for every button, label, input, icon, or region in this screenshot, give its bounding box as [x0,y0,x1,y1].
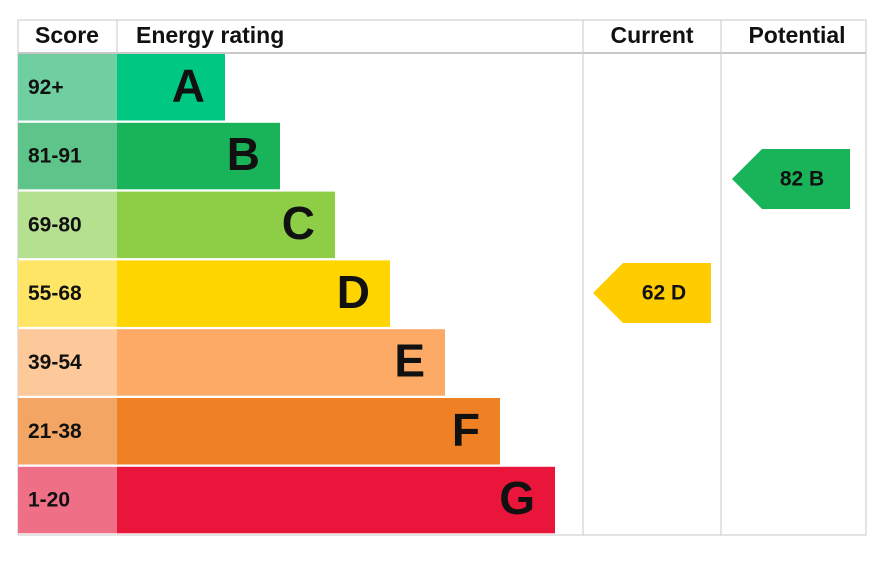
score-cell [18,191,117,259]
band-bar [117,54,225,121]
header-potential: Potential [748,22,845,48]
score-cell [18,466,117,534]
band-letter: D [337,266,370,318]
current-label: 62 D [642,282,686,305]
header-current: Current [610,22,693,48]
header-rating: Energy rating [136,22,284,48]
score-cell [18,122,117,190]
potential-label: 82 B [780,168,824,191]
band-letter: B [227,128,260,180]
band-score: 92+ [28,76,64,99]
band-letter: E [394,335,425,387]
score-cell [18,54,117,121]
potential-arrow [732,149,850,209]
band-bar [117,122,280,190]
band-letter: C [282,197,315,249]
band-score: 39-54 [28,351,82,374]
band-letter: G [499,472,535,524]
score-cell [18,260,117,327]
band-score: 81-91 [28,145,82,168]
band-score: 69-80 [28,213,82,236]
current-arrow [593,263,711,323]
band-letter: A [172,59,205,111]
score-cell [18,329,117,396]
band-bar [117,191,335,259]
header-score: Score [35,22,99,48]
band-bar [117,398,500,465]
bands: 92+ A 81-91 B 69-80 C 55-68 D 39-54 E 21-38 F 1-20 G [18,54,555,534]
band-bar [117,329,445,396]
band-score: 55-68 [28,282,82,305]
band-score: 21-38 [28,420,82,443]
band-bar [117,466,555,534]
band-letter: F [452,403,480,455]
band-bar [117,260,390,327]
band-score: 1-20 [28,489,70,512]
score-cell [18,398,117,465]
